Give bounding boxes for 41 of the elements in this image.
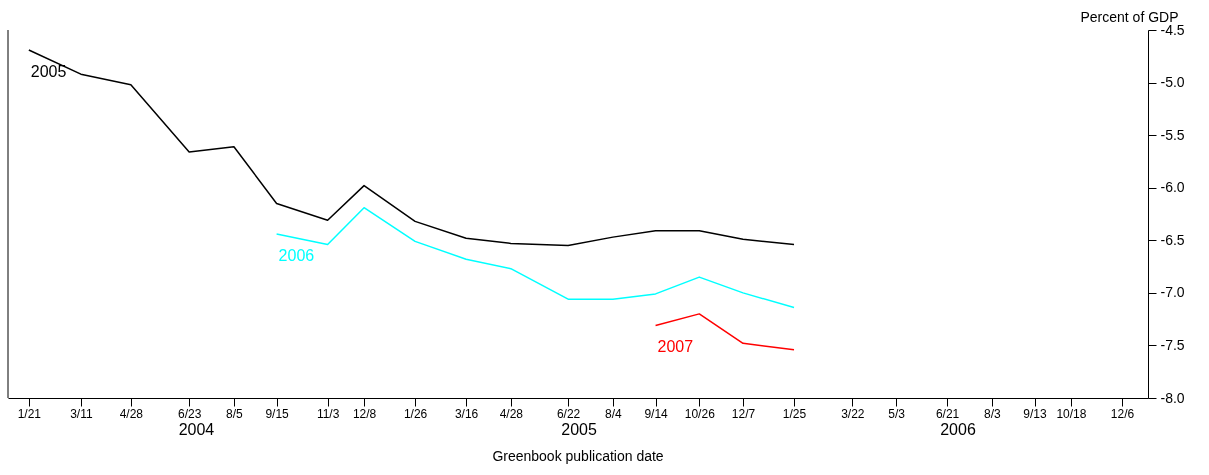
series-label: 2007 — [657, 338, 694, 356]
x-tick-label: 9/15 — [265, 406, 290, 421]
x-tick-label: 9/14 — [644, 406, 669, 421]
y-tick-label: -6.5 — [1160, 231, 1185, 248]
x-tick-label: 4/28 — [119, 406, 144, 421]
x-tick-label: 8/5 — [226, 406, 244, 421]
y-tick-label: -5.0 — [1160, 74, 1185, 91]
y-tick-label: -5.5 — [1160, 126, 1185, 143]
x-tick-label: 3/22 — [841, 406, 865, 421]
x-tick-label: 9/13 — [1023, 406, 1048, 421]
x-tick-label: 12/6 — [1110, 406, 1135, 421]
x-axis-title: Greenbook publication date — [492, 448, 664, 464]
x-tick-label: 12/8 — [352, 406, 377, 421]
text: 2005 — [561, 421, 597, 438]
x-tick-label: 8/4 — [605, 406, 623, 421]
y-tick-label: -7.0 — [1160, 284, 1185, 301]
x-tick-label: 6/22 — [556, 406, 581, 421]
x-tick-label: 11/3 — [316, 406, 340, 421]
x-tick-label: 3/11 — [70, 406, 93, 421]
y-tick-label: -8.0 — [1160, 389, 1185, 406]
series-label: 2006 — [278, 246, 315, 264]
line-series — [28, 49, 795, 247]
y-tick-label: -6.0 — [1160, 179, 1185, 196]
series-label: 2005 — [30, 62, 67, 80]
x-tick-label: 8/3 — [983, 406, 1001, 421]
x-tick-label: 1/26 — [403, 406, 428, 421]
y-tick-label: -7.5 — [1160, 336, 1185, 353]
x-tick-label: 5/3 — [888, 406, 906, 421]
x-tick-label: 4/28 — [499, 406, 524, 421]
x-tick-label: 6/21 — [935, 406, 960, 421]
x-tick-label: 10/26 — [684, 406, 716, 421]
text: 2004 — [178, 421, 215, 438]
x-tick-label: 1/21 — [17, 406, 42, 421]
text: 2006 — [940, 421, 976, 438]
x-tick-label: 10/18 — [1056, 406, 1087, 421]
x-tick-label: 3/16 — [454, 406, 479, 421]
x-tick-label: 1/25 — [782, 406, 807, 421]
line-series — [654, 313, 795, 351]
line-series — [275, 206, 795, 309]
x-tick-label: 6/23 — [177, 406, 202, 421]
x-tick-label: 12/7 — [731, 406, 756, 421]
